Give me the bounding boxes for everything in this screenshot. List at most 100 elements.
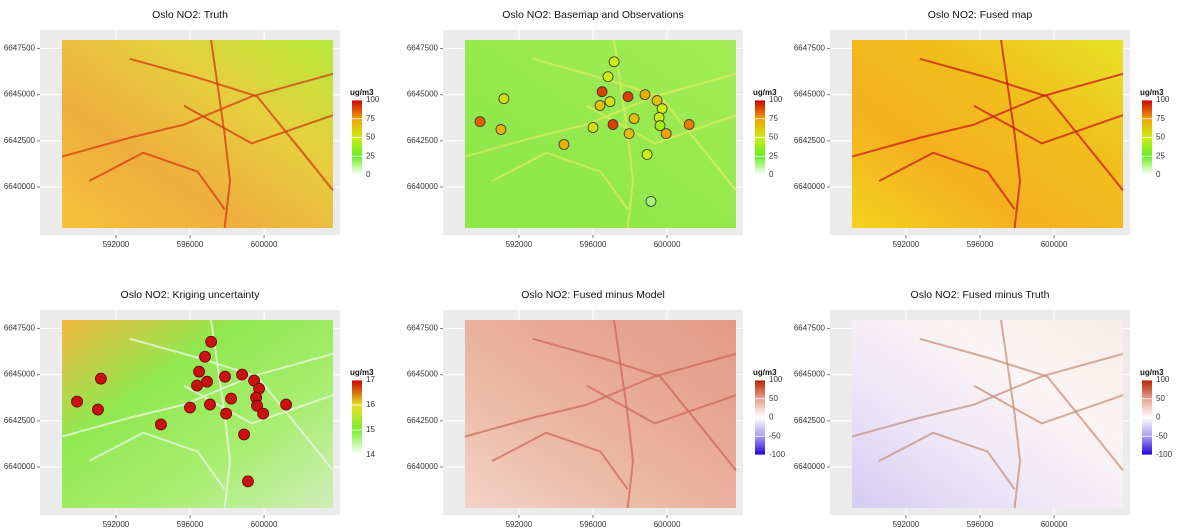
- x-tick-label: 596000: [580, 240, 607, 249]
- legend-tick-label: 16: [366, 400, 375, 409]
- panel: Oslo NO2: Fused minus Truth5920005960006…: [794, 289, 1173, 529]
- x-tick-label: 600000: [654, 520, 681, 529]
- y-tick-label: 6647500: [794, 324, 826, 333]
- observation-point: [205, 399, 216, 410]
- y-tick-label: 6647500: [4, 44, 36, 53]
- observation-point: [92, 404, 103, 415]
- x-tick-label: 592000: [506, 240, 533, 249]
- y-tick-label: 6640000: [4, 182, 36, 191]
- legend-tick-label: 50: [769, 394, 778, 403]
- panel: Oslo NO2: Kriging uncertainty59200059600…: [4, 289, 376, 529]
- y-tick-label: 6642500: [794, 136, 826, 145]
- raster-field: [62, 40, 333, 228]
- x-tick-label: 592000: [893, 520, 920, 529]
- legend-tick-label: 0: [1156, 413, 1161, 422]
- observation-point: [499, 94, 509, 104]
- x-tick-label: 600000: [654, 240, 681, 249]
- observation-point: [95, 373, 106, 384]
- x-tick-label: 600000: [1041, 240, 1068, 249]
- y-tick-label: 6642500: [4, 416, 36, 425]
- observation-point: [496, 125, 506, 135]
- x-tick-label: 596000: [967, 240, 994, 249]
- observation-point: [281, 399, 292, 410]
- raster-field: [62, 320, 333, 508]
- colorbar: [352, 380, 362, 455]
- page: Oslo NO2: Truth 592000 596000 600000 6640000…: [0, 0, 1195, 531]
- legend-tick-label: 17: [366, 375, 375, 384]
- observation-point: [623, 92, 633, 102]
- y-tick-label: 6645000: [4, 90, 36, 99]
- y-tick-label: 6645000: [407, 370, 439, 379]
- x-tick-label: 600000: [251, 240, 278, 249]
- observation-point: [642, 149, 652, 159]
- y-tick-label: 6640000: [407, 182, 439, 191]
- observation-point: [258, 408, 269, 419]
- legend-tick-label: 15: [366, 425, 375, 434]
- y-tick-label: 6647500: [407, 44, 439, 53]
- chart-title: Oslo NO2: Truth: [152, 9, 228, 21]
- observation-point: [588, 123, 598, 133]
- legend-tick-label: 25: [366, 151, 375, 160]
- legend-tick-label: -50: [1156, 431, 1168, 440]
- y-tick-label: 6647500: [407, 324, 439, 333]
- observation-point: [239, 429, 250, 440]
- y-tick-label: 6640000: [4, 462, 36, 471]
- legend-tick-label: 25: [1156, 151, 1165, 160]
- observation-point: [200, 351, 211, 362]
- y-tick-label: 6645000: [794, 370, 826, 379]
- observation-point: [608, 120, 618, 130]
- observation-point: [609, 57, 619, 67]
- legend-tick-label: 50: [366, 133, 375, 142]
- legend-tick-label: 100: [366, 95, 380, 104]
- legend-tick-label: 50: [1156, 394, 1165, 403]
- chart-title: Oslo NO2: Kriging uncertainty: [121, 289, 261, 301]
- raster-field: [852, 320, 1123, 508]
- observation-point: [220, 371, 231, 382]
- legend-tick-label: 100: [769, 95, 783, 104]
- chart-title: Oslo NO2: Fused map: [928, 9, 1033, 21]
- observation-point: [629, 114, 639, 124]
- y-tick-label: 6640000: [794, 462, 826, 471]
- y-tick-label: 6647500: [794, 44, 826, 53]
- legend-tick-label: -100: [1156, 450, 1173, 459]
- raster-field: [465, 40, 736, 228]
- observation-point: [221, 408, 232, 419]
- observation-point: [605, 97, 615, 107]
- x-tick-label: 600000: [1041, 520, 1068, 529]
- observation-point: [237, 369, 248, 380]
- legend-tick-label: 0: [769, 170, 774, 179]
- x-tick-label: 596000: [580, 520, 607, 529]
- y-tick-label: 6645000: [407, 90, 439, 99]
- legend-tick-label: 75: [366, 114, 375, 123]
- legend-tick-label: 75: [769, 114, 778, 123]
- observation-point: [202, 376, 213, 387]
- legend-tick-label: 100: [1156, 375, 1170, 384]
- x-tick-label: 596000: [967, 520, 994, 529]
- legend-tick-label: 0: [366, 170, 371, 179]
- observation-point: [72, 396, 83, 407]
- legend-tick-label: -50: [769, 431, 781, 440]
- y-tick-label: 6645000: [794, 90, 826, 99]
- observation-point: [595, 101, 605, 111]
- x-tick-label: 592000: [506, 520, 533, 529]
- observation-point: [185, 402, 196, 413]
- observation-point: [684, 120, 694, 130]
- legend-tick-label: 75: [1156, 114, 1165, 123]
- legend-tick-label: 50: [1156, 133, 1165, 142]
- observation-point: [640, 90, 650, 100]
- legend-tick-label: 100: [1156, 95, 1170, 104]
- y-tick-label: 6645000: [4, 370, 36, 379]
- legend-tick-label: 14: [366, 450, 375, 459]
- legend-tick-label: -100: [769, 450, 786, 459]
- panel: Oslo NO2: Basemap and Observations592000…: [407, 9, 783, 249]
- x-tick-label: 600000: [251, 520, 278, 529]
- legend-tick-label: 100: [769, 375, 783, 384]
- legend-tick-label: 25: [769, 151, 778, 160]
- observation-point: [661, 129, 671, 139]
- figure: Oslo NO2: Truth 592000 596000 600000 6640000…: [0, 0, 1195, 531]
- observation-point: [242, 476, 253, 487]
- legend-tick-label: 50: [769, 133, 778, 142]
- x-tick-label: 592000: [893, 240, 920, 249]
